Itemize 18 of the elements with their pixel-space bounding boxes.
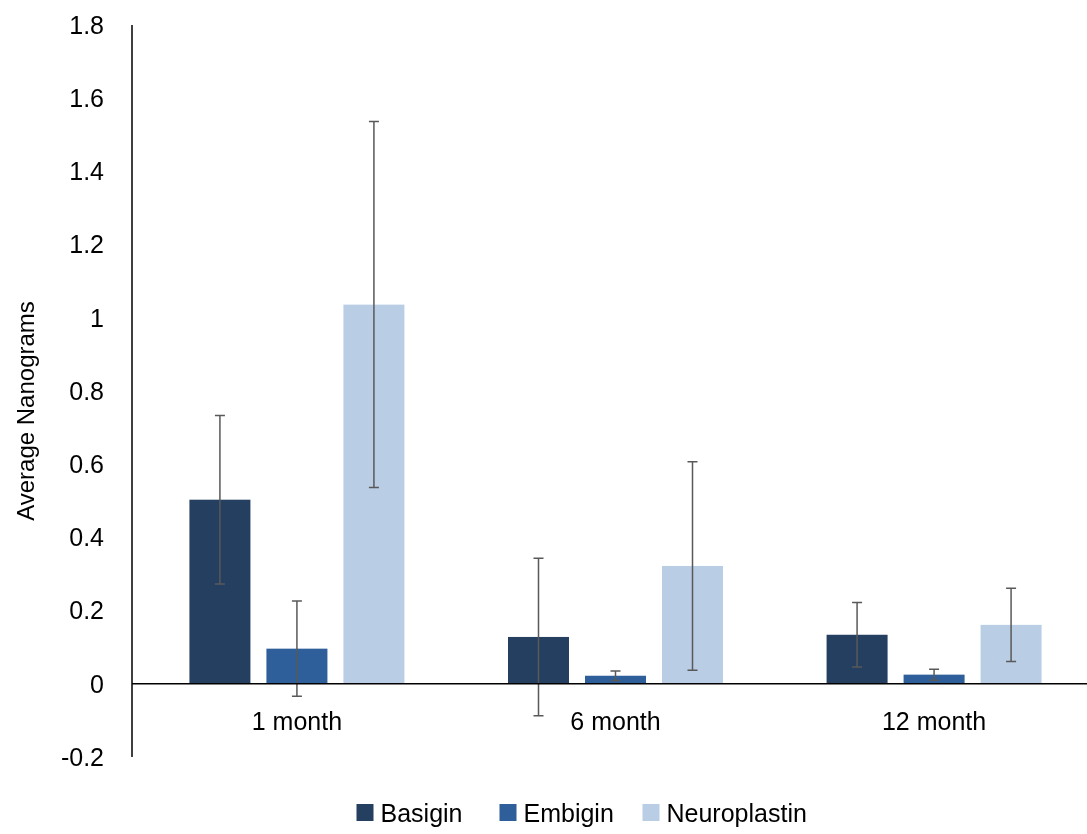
y-tick-label: 1.4 <box>69 157 105 186</box>
y-tick-label: 0.2 <box>69 596 104 625</box>
legend-label: Embigin <box>523 798 614 827</box>
y-tick-label: 0.6 <box>69 449 104 478</box>
x-tick-label: 1 month <box>251 706 343 735</box>
x-tick-label: 12 month <box>881 706 987 735</box>
y-tick-label: 0 <box>90 669 104 698</box>
y-tick-label: 1.8 <box>69 10 104 39</box>
y-tick-label: 1.2 <box>69 230 104 259</box>
y-axis-title: Average Nanograms <box>12 301 39 521</box>
y-tick-label: 1.6 <box>69 83 104 112</box>
legend-label: Basigin <box>380 798 463 827</box>
y-tick-label: 0.4 <box>69 523 105 552</box>
y-tick-label: 0.8 <box>69 376 104 405</box>
x-tick-label: 6 month <box>570 706 661 735</box>
y-tick-label: 1 <box>90 303 104 332</box>
y-tick-label: -0.2 <box>60 742 104 771</box>
legend-label: Neuroplastin <box>666 798 807 827</box>
